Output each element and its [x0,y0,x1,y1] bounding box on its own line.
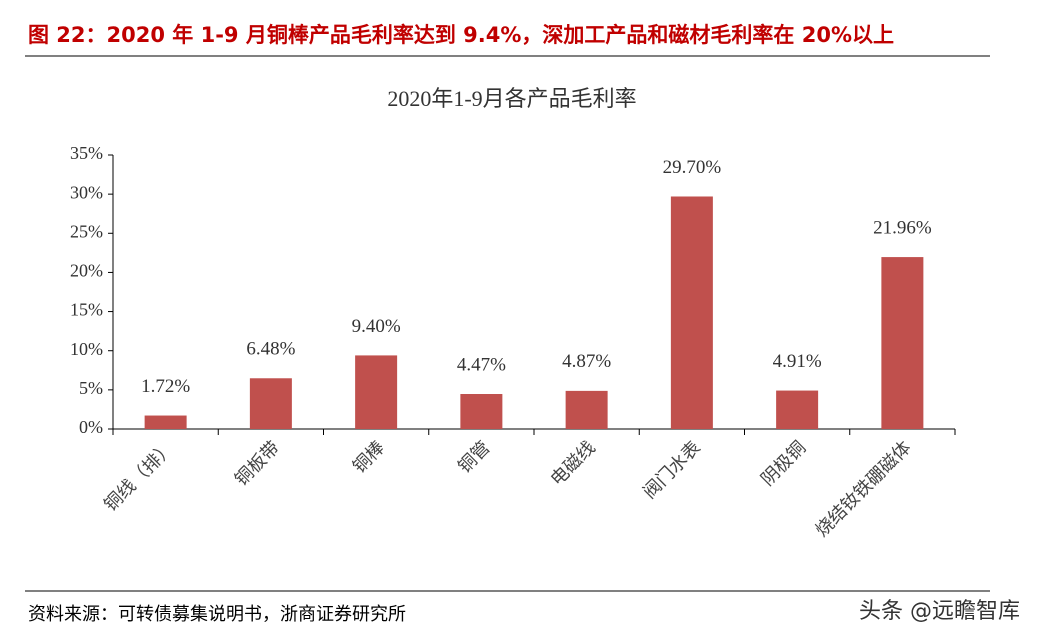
bar [881,257,924,429]
bar [249,378,292,429]
y-tick-label: 15% [70,300,103,320]
value-label: 4.47% [457,354,506,375]
plot: 0% 5% 10% 15% 20% 25% 30% 35% 铜线（排） 1.72% 铜板带 6.48%… [70,143,956,541]
y-tick-label: 25% [70,221,103,241]
bar [670,196,713,429]
x-tick-label: 铜棒 [349,437,389,477]
y-tick-label: 5% [79,378,103,398]
y-tick-label: 20% [70,261,103,281]
y-tick-label: 30% [70,182,103,202]
y-tick-label: 35% [70,143,103,163]
value-label: 9.40% [352,316,401,337]
value-label: 4.91% [773,351,822,372]
x-tick-label: 铜线（排） [100,437,178,515]
figure-title: 图 22：2020 年 1-9 月铜棒产品毛利率达到 9.4%，深加工产品和磁材… [28,23,894,47]
watermark: 头条 @远瞻智库 [859,599,1020,624]
bar [144,415,187,429]
x-tick-label: 阴极铜 [757,437,810,490]
bar [565,390,608,429]
value-label: 4.87% [562,351,611,372]
source-note: 资料来源：可转债募集说明书，浙商证券研究所 [28,604,406,625]
value-label: 29.70% [663,157,722,178]
value-label: 6.48% [246,339,295,360]
x-tick-label: 电磁线 [547,437,600,490]
chart-title: 2020年1-9月各产品毛利率 [387,86,636,111]
value-label: 21.96% [873,217,932,238]
x-tick-label: 铜管 [454,437,494,477]
y-tick-label: 0% [79,417,103,437]
bar [355,355,398,429]
value-label: 1.72% [141,376,190,397]
bar [776,390,819,429]
x-tick-label: 阀门水表 [639,437,705,503]
x-tick-label: 铜板带 [231,437,284,490]
bar [460,394,503,429]
y-tick-label: 10% [70,339,103,359]
x-tick-label: 烧结钕铁硼磁体 [812,437,916,541]
